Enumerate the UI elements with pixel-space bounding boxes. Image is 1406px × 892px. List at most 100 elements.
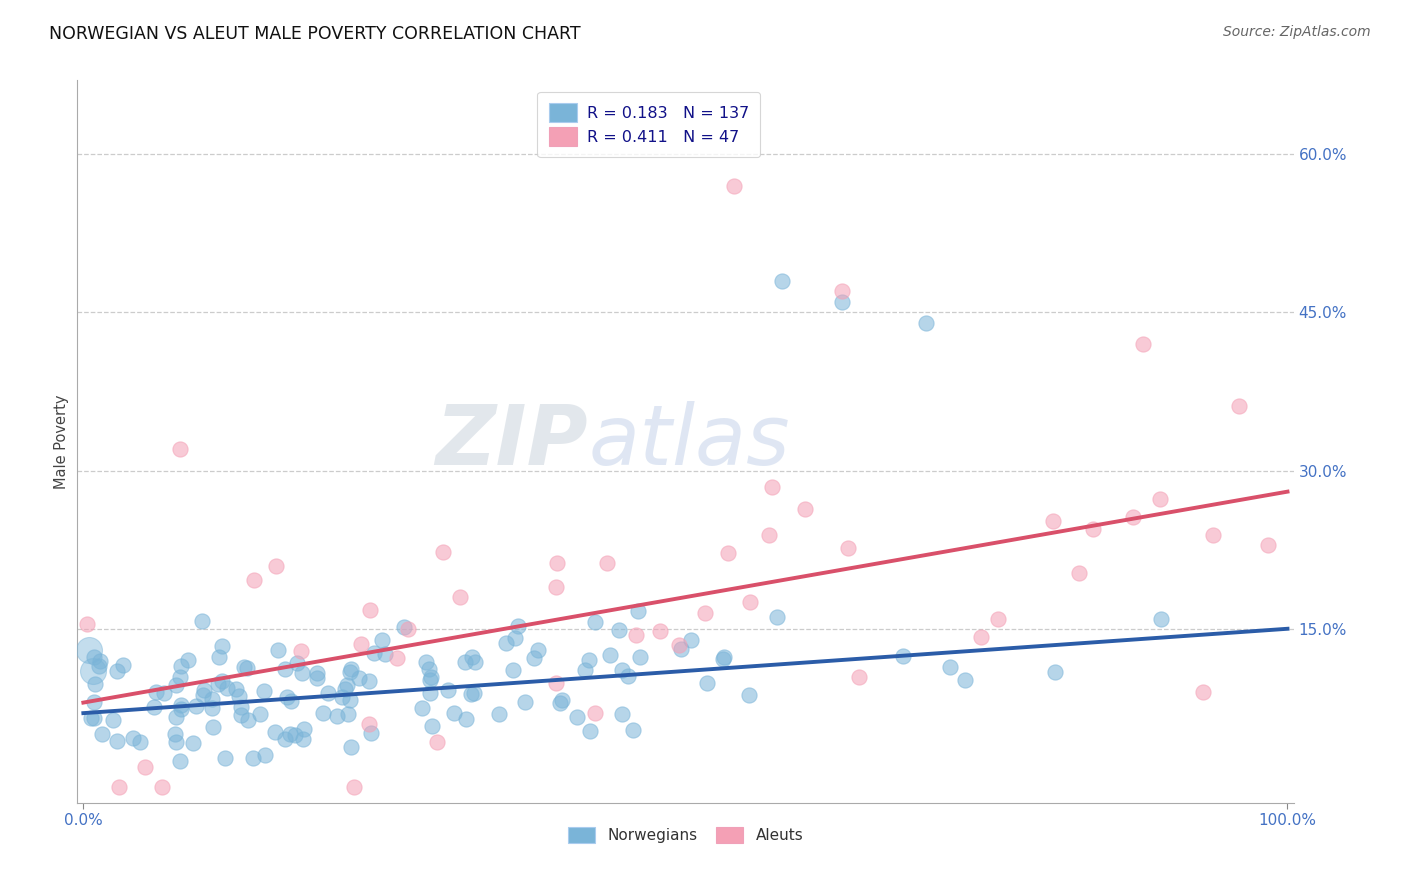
Point (201, 691, 224, 706)
Point (201, 701, 224, 715)
Point (761, 480, 783, 494)
Point (443, 706, 465, 721)
Point (276, 690, 298, 704)
Point (165, 710, 187, 724)
Point (970, 630, 993, 644)
Point (544, 580, 567, 594)
Point (284, 728, 307, 742)
Point (1229, 399, 1251, 413)
Point (363, 646, 385, 660)
Point (163, 727, 186, 741)
Point (1043, 665, 1066, 680)
Point (420, 670, 443, 684)
Point (463, 686, 485, 700)
Point (287, 657, 309, 671)
Point (765, 609, 787, 624)
Point (330, 690, 353, 704)
Point (464, 656, 486, 670)
Point (111, 658, 134, 673)
Point (274, 662, 297, 676)
Point (891, 649, 914, 664)
Point (290, 643, 312, 657)
Point (129, 734, 152, 748)
Point (915, 316, 938, 330)
Point (523, 651, 546, 665)
Point (350, 637, 373, 651)
Point (208, 650, 231, 665)
Point (207, 677, 229, 691)
Point (193, 688, 215, 702)
Point (312, 706, 335, 721)
Point (411, 701, 433, 715)
Point (770, 274, 793, 288)
Point (177, 653, 200, 667)
Point (349, 671, 371, 685)
Point (669, 642, 692, 657)
Point (357, 673, 380, 688)
Point (737, 688, 759, 702)
Point (79, 643, 101, 657)
Point (758, 528, 780, 542)
Point (565, 709, 588, 723)
Point (340, 739, 363, 754)
Point (343, 780, 366, 794)
Point (150, 780, 173, 794)
Point (831, 284, 853, 298)
Point (1122, 510, 1144, 524)
Point (612, 706, 634, 721)
Point (627, 604, 650, 618)
Point (169, 754, 191, 768)
Point (370, 633, 392, 648)
Point (696, 675, 718, 690)
Point (105, 665, 128, 679)
Point (574, 663, 596, 677)
Point (193, 683, 215, 698)
Point (122, 731, 145, 745)
Text: NORWEGIAN VS ALEUT MALE POVERTY CORRELATION CHART: NORWEGIAN VS ALEUT MALE POVERTY CORRELAT… (49, 25, 581, 43)
Point (717, 546, 740, 560)
Point (831, 294, 853, 309)
Point (326, 709, 349, 723)
Point (938, 660, 960, 674)
Point (236, 713, 259, 727)
Point (253, 684, 276, 698)
Point (153, 686, 176, 700)
Point (1149, 492, 1171, 507)
Point (1067, 566, 1090, 580)
Point (107, 780, 129, 794)
Point (495, 636, 517, 650)
Text: Source: ZipAtlas.com: Source: ZipAtlas.com (1223, 25, 1371, 39)
Point (360, 725, 382, 739)
Point (169, 442, 191, 457)
Point (165, 678, 187, 692)
Point (83, 695, 105, 709)
Point (91, 727, 114, 741)
Point (432, 545, 454, 559)
Point (211, 673, 233, 688)
Point (955, 673, 977, 687)
Point (357, 717, 380, 731)
Point (233, 660, 256, 674)
Point (650, 624, 672, 638)
Point (681, 632, 703, 647)
Point (291, 665, 314, 680)
Point (145, 685, 167, 699)
Point (87, 659, 110, 673)
Point (191, 614, 214, 628)
Point (169, 658, 191, 673)
Point (291, 732, 314, 747)
Point (143, 700, 166, 714)
Point (84, 676, 107, 690)
Point (280, 694, 302, 708)
Point (359, 603, 381, 617)
Point (76, 617, 98, 632)
Point (89, 654, 111, 668)
Point (83, 711, 105, 725)
Point (460, 687, 482, 701)
Point (249, 706, 271, 721)
Point (385, 650, 408, 665)
Point (184, 699, 207, 714)
Point (837, 541, 859, 556)
Point (1042, 514, 1064, 528)
Point (1257, 537, 1279, 551)
